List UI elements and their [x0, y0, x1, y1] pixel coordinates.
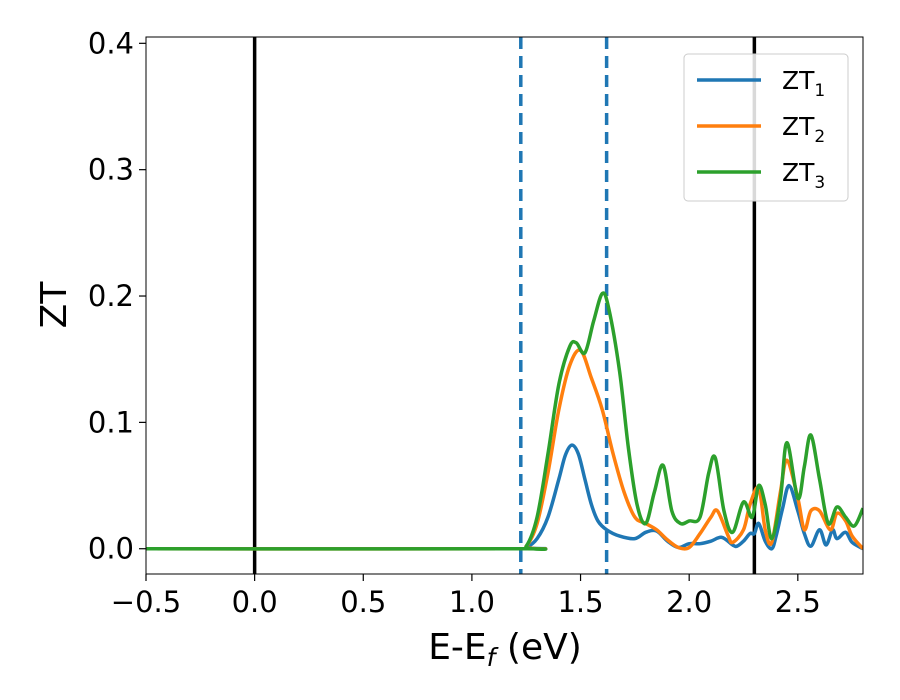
- legend-label-zt3: ZT3: [782, 158, 825, 193]
- y-tick-label: 0.2: [88, 279, 134, 313]
- x-tick-label: −0.5: [111, 585, 181, 619]
- legend: ZT1 ZT2 ZT3: [683, 53, 849, 202]
- y-axis-label: ZT: [34, 281, 75, 329]
- series-line-zt2: [146, 348, 863, 551]
- plot-area-frame: [145, 36, 864, 575]
- y-tick-label: 0.0: [88, 532, 134, 566]
- series-line-zt1: [146, 443, 863, 551]
- vertical-marker-lines: [252, 37, 757, 574]
- x-tick-label: 0.5: [340, 585, 386, 619]
- series-lines: [146, 291, 863, 552]
- x-tick-label: 1.5: [557, 585, 603, 619]
- x-tick-label: 1.0: [449, 585, 495, 619]
- x-tick-label: 2.0: [666, 585, 712, 619]
- legend-label-zt1: ZT1: [782, 66, 825, 101]
- y-tick-label: 0.3: [88, 153, 134, 187]
- series-line-zt3: [146, 291, 863, 552]
- x-tick-label: 2.5: [775, 585, 821, 619]
- y-tick-label: 0.4: [88, 26, 134, 60]
- y-axis-ticks: 0.0 0.1 0.2 0.3 0.4: [88, 26, 146, 566]
- legend-box: [683, 53, 849, 202]
- x-axis-label: E-Ef (eV): [428, 627, 582, 672]
- x-tick-label: 0.0: [232, 585, 278, 619]
- legend-label-zt2: ZT2: [782, 112, 825, 147]
- y-tick-label: 0.1: [88, 405, 134, 439]
- x-axis-ticks: −0.5 0.0 0.5 1.0 1.5 2.0 2.5: [111, 574, 821, 619]
